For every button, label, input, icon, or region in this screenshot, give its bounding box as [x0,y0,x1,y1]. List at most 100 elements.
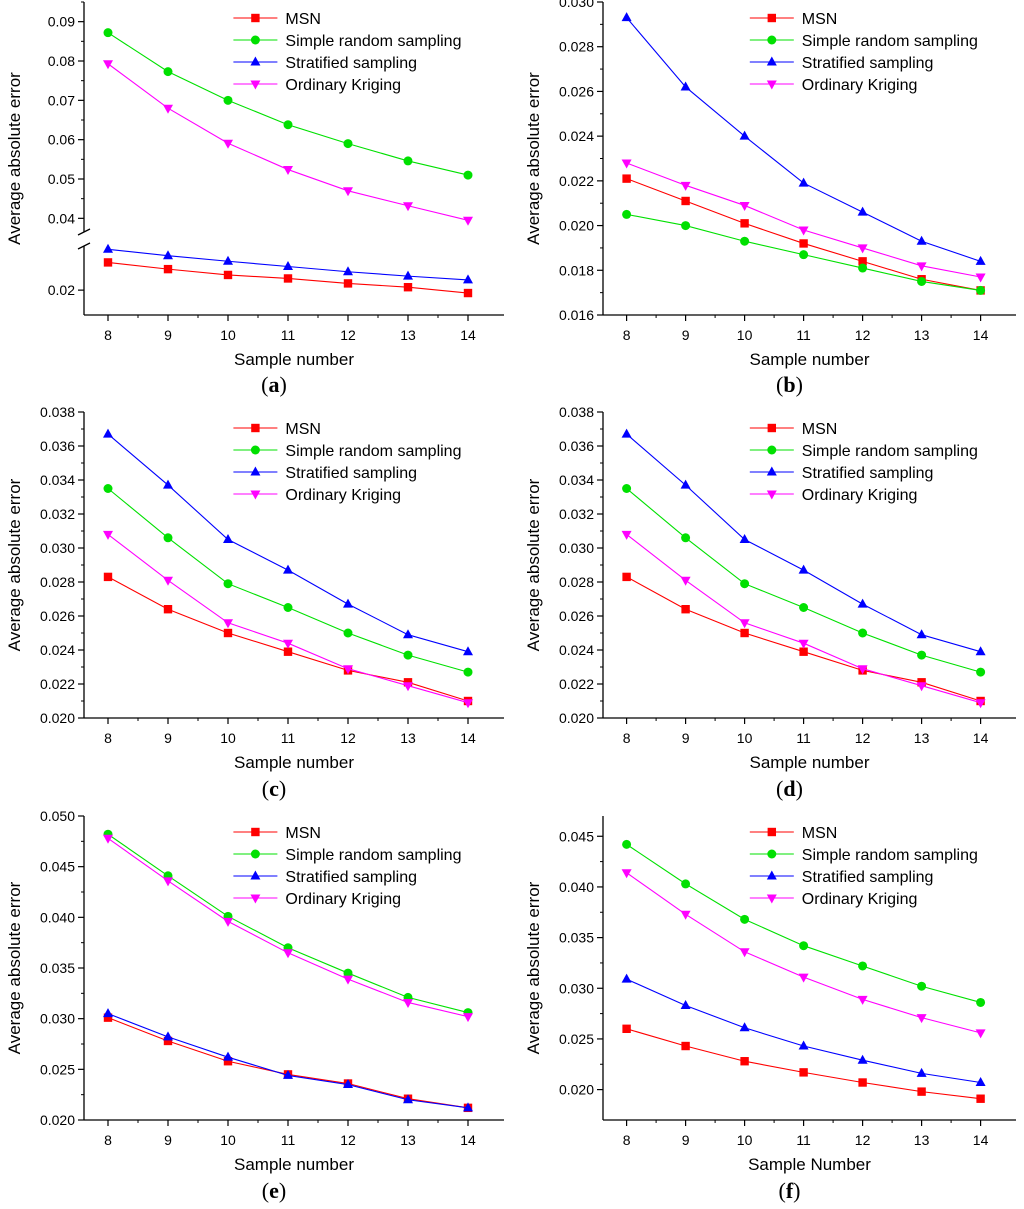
data-point [163,264,173,274]
data-point [463,667,473,677]
panel-caption: (c) [262,776,286,801]
data-point [621,869,632,879]
y-tick-label: 0.022 [40,676,75,692]
data-point [283,1069,293,1079]
series-line-msn [107,576,469,702]
data-point [857,206,868,216]
legend-marker [767,849,777,859]
y-axis-title: Average absolute error [5,478,24,651]
legend-marker [250,445,260,455]
y-tick-label: 0.045 [40,859,75,875]
panel-caption-letter: a [269,372,280,397]
data-point [740,1057,749,1066]
data-point [103,60,113,70]
data-point [223,579,233,589]
y-tick-label: 0.018 [559,262,594,278]
data-point [403,998,413,1008]
y-tick-label: 0.026 [559,608,594,624]
data-point [681,221,691,231]
data-point [622,484,632,493]
data-point [799,941,809,951]
x-tick-label: 9 [164,1132,172,1148]
data-point [343,139,353,149]
y-tick-label: 0.025 [559,1031,594,1047]
legend-label: Ordinary Kriging [285,77,401,94]
data-point [681,1041,690,1051]
x-tick-label: 12 [340,730,356,746]
y-tick-label: 0.032 [559,506,594,522]
chart-panel-e: 8 9 10 11 12 13 14 0.020 0.025 0.030 0.035 0.040 0.0… [5,808,504,1203]
x-tick-label: 11 [281,730,296,746]
y-tick-label: 0.020 [40,1112,75,1128]
legend-marker [250,80,261,90]
legend-marker [251,13,260,23]
data-point [103,243,113,253]
data-point [740,914,750,924]
data-point [916,235,927,245]
data-point [621,159,632,169]
data-point [740,236,750,246]
data-point [739,130,750,140]
data-point [343,279,353,288]
data-point [799,250,809,260]
data-point [857,598,868,608]
x-tick-label: 9 [164,327,172,343]
y-tick-label: 0.028 [559,574,594,590]
data-point [916,1067,927,1077]
data-point [857,244,868,254]
data-point [463,274,473,284]
legend-marker [250,490,261,500]
legend-label: Ordinary Kriging [802,487,918,504]
legend-marker [767,827,777,837]
x-tick-label: 12 [340,1132,356,1148]
chart-panel-f: 8 9 10 11 12 13 14 0.020 0.025 0.030 0.035 0.040 0.0… [524,816,1016,1203]
data-point [223,1051,233,1061]
legend-label: Ordinary Kriging [285,487,401,504]
x-tick-label: 9 [682,730,690,746]
x-tick-label: 11 [281,327,296,343]
legend-marker [766,894,777,904]
x-tick-label: 12 [855,1132,871,1148]
data-point [223,917,233,927]
y-tick-label: 0.025 [40,1061,75,1077]
data-point [103,572,113,582]
y-tick-label: 0.034 [40,472,75,488]
x-tick-label: 11 [796,730,811,746]
legend-label: MSN [802,11,838,28]
data-point [621,428,632,438]
data-point [975,273,986,283]
data-point [403,1094,413,1104]
legend-marker [250,894,261,904]
x-tick-label: 8 [623,1132,631,1148]
x-tick-label: 12 [340,327,356,343]
series-line-ordinary-kriging [107,837,469,1018]
series-line-msn [626,1028,981,1100]
x-axis-title: Sample number [234,350,354,369]
data-point [163,1031,173,1041]
data-point [798,564,809,574]
legend-label: Simple random sampling [285,33,461,50]
data-point [680,81,691,91]
data-point [739,1022,750,1032]
legend-label: MSN [285,11,321,28]
data-point [681,196,690,206]
data-point [622,572,631,582]
data-point [343,1079,353,1089]
panel-caption-letter: f [786,1178,794,1203]
x-tick-label: 11 [796,1132,811,1148]
data-point [403,270,413,280]
legend-label: Stratified sampling [802,465,934,482]
data-point [343,975,353,985]
y-axis-title: Average absolute error [524,478,543,651]
data-point [799,239,808,248]
y-tick-label: 0.038 [40,404,75,420]
data-point [621,530,632,540]
data-point [681,605,690,614]
data-point [103,1008,113,1018]
x-tick-label: 13 [400,327,416,343]
legend-label: Simple random sampling [802,443,978,460]
x-axis-title: Sample Number [748,1155,871,1174]
x-tick-label: 9 [682,327,690,343]
y-tick-label: 0.02 [48,282,75,298]
data-point [681,879,691,889]
